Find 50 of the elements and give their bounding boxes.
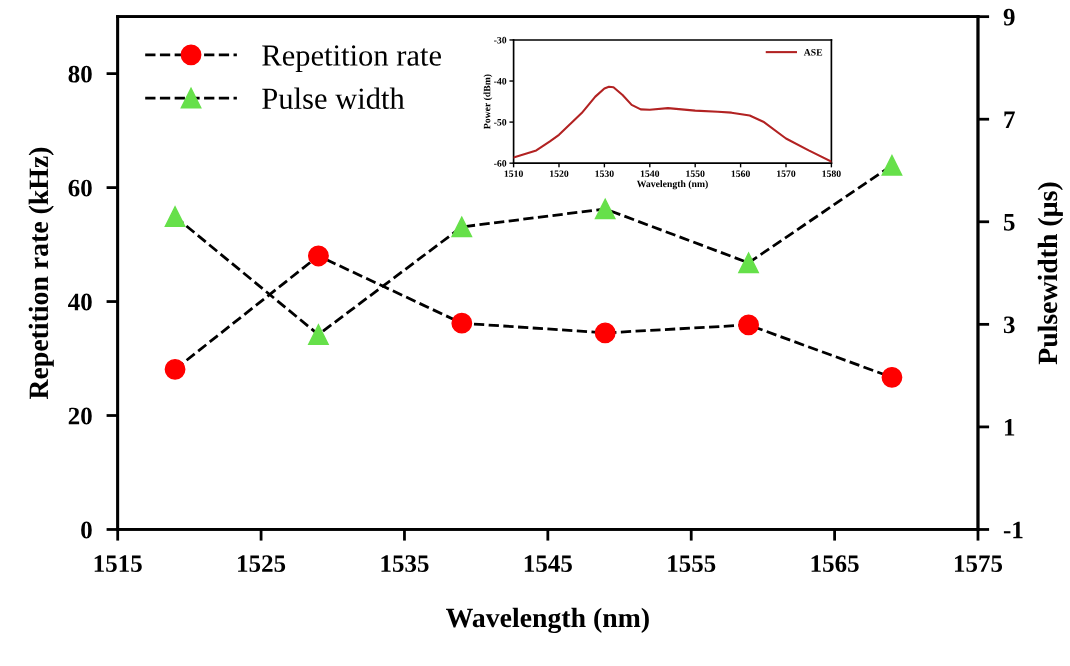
legend-label: ASE [803,49,823,56]
x-tick-label: 1575 [954,555,1003,573]
point [881,154,903,176]
x-tick-label: 1550 [686,170,705,177]
y-tick-label: -40 [494,77,507,85]
point [738,314,759,336]
x-tick-label: 1545 [524,555,572,573]
y-tick-label: -30 [494,36,507,44]
y2-tick-label: -1 [1003,521,1023,539]
y-tick-label: -50 [494,119,507,126]
x-tick-label: 1535 [381,555,429,573]
y2-tick-label: 9 [1003,8,1015,26]
point [164,206,186,228]
x-axis-title: Wavelength (nm) [446,607,649,634]
y-tick-label: 60 [68,179,92,197]
x-tick-label: 1515 [94,555,142,573]
x-axis-title: Wavelength (nm) [636,180,708,190]
x-tick-label: 1560 [731,170,750,177]
y-axis-title: Repetition rate (kHz) [28,147,54,400]
x-tick-label: 1580 [822,170,841,177]
y2-axis-title: Pulsewidth (µs) [1037,182,1063,365]
x-tick-label: 1570 [777,170,796,177]
y-tick-label: 20 [68,407,92,425]
x-tick-label: 1525 [238,555,286,573]
x-tick-label: 1530 [595,170,614,177]
x-tick-label: 1510 [504,170,523,177]
x-tick-label: 1540 [640,170,660,177]
x-tick-label: 1555 [668,555,716,573]
y2-tick-label: 1 [1004,419,1015,436]
y-tick-label: 0 [81,521,92,539]
x-tick-label: 1520 [550,170,569,177]
x-tick-label: 1565 [811,555,859,573]
y-axis-title: Power (dBm) [483,74,493,129]
point [308,324,329,346]
point [594,322,616,344]
point [881,366,903,388]
point [594,198,616,220]
y-tick-label: -60 [494,160,507,167]
point [451,312,473,334]
point [164,358,186,380]
legend-label: Repetition rate [262,45,441,73]
y2-tick-label: 5 [1003,214,1015,231]
y2-tick-label: 7 [1004,111,1015,128]
y2-tick-label: 3 [1003,316,1015,334]
point [308,245,329,267]
point [738,252,759,274]
point [451,216,473,238]
y-tick-label: 40 [68,293,92,311]
y-tick-label: 80 [68,65,92,83]
legend-label: Pulse width [262,87,405,110]
